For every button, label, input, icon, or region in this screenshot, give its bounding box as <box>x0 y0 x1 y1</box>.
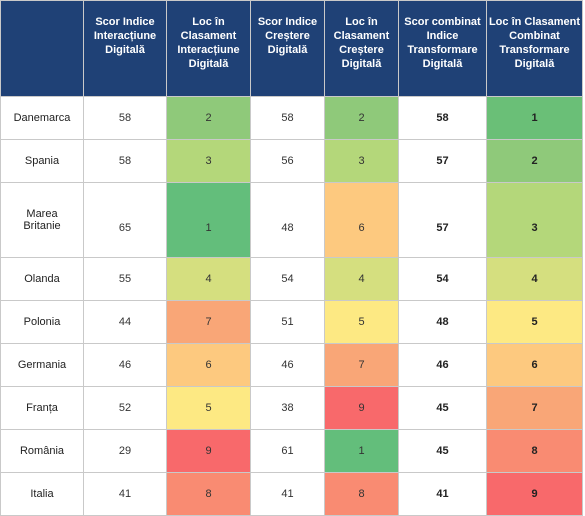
loc-combinat-cell: 9 <box>486 472 583 516</box>
country-cell: România <box>0 429 84 473</box>
scor-interactiune-cell: 44 <box>83 300 167 344</box>
scor-combinat-cell: 45 <box>398 429 487 473</box>
loc-crestere-cell: 8 <box>324 472 399 516</box>
table-row: Olanda 55 4 54 4 54 4 <box>0 257 583 301</box>
header-country <box>0 0 84 97</box>
scor-crestere-cell: 46 <box>250 343 325 387</box>
scor-interactiune-cell: 65 <box>83 182 167 258</box>
scor-crestere-cell: 58 <box>250 96 325 140</box>
loc-crestere-cell: 9 <box>324 386 399 430</box>
loc-crestere-cell: 3 <box>324 139 399 183</box>
country-cell: Polonia <box>0 300 84 344</box>
header-scor-crestere: Scor Indice Creștere Digitală <box>250 0 325 97</box>
table-row: Marea Britanie 65 1 48 6 57 3 <box>0 182 583 258</box>
loc-combinat-cell: 6 <box>486 343 583 387</box>
scor-crestere-cell: 56 <box>250 139 325 183</box>
header-loc-crestere: Loc în Clasament Creștere Digitală <box>324 0 399 97</box>
loc-combinat-cell: 3 <box>486 182 583 258</box>
loc-combinat-cell: 5 <box>486 300 583 344</box>
scor-crestere-cell: 51 <box>250 300 325 344</box>
scor-crestere-cell: 61 <box>250 429 325 473</box>
country-cell: Franța <box>0 386 84 430</box>
loc-interactiune-cell: 4 <box>166 257 251 301</box>
scor-interactiune-cell: 58 <box>83 139 167 183</box>
table-row: România 29 9 61 1 45 8 <box>0 429 583 473</box>
loc-interactiune-cell: 3 <box>166 139 251 183</box>
loc-interactiune-cell: 9 <box>166 429 251 473</box>
country-cell: Olanda <box>0 257 84 301</box>
loc-interactiune-cell: 7 <box>166 300 251 344</box>
loc-interactiune-cell: 6 <box>166 343 251 387</box>
loc-interactiune-cell: 8 <box>166 472 251 516</box>
table-row: Danemarca 58 2 58 2 58 1 <box>0 96 583 140</box>
loc-combinat-cell: 8 <box>486 429 583 473</box>
scor-crestere-cell: 41 <box>250 472 325 516</box>
country-cell: Germania <box>0 343 84 387</box>
scor-combinat-cell: 54 <box>398 257 487 301</box>
header-scor-interactiune: Scor Indice Interacțiune Digitală <box>83 0 167 97</box>
scor-combinat-cell: 46 <box>398 343 487 387</box>
scor-interactiune-cell: 29 <box>83 429 167 473</box>
loc-interactiune-cell: 2 <box>166 96 251 140</box>
scor-crestere-cell: 54 <box>250 257 325 301</box>
scor-combinat-cell: 57 <box>398 139 487 183</box>
loc-crestere-cell: 5 <box>324 300 399 344</box>
scor-combinat-cell: 57 <box>398 182 487 258</box>
country-cell: Spania <box>0 139 84 183</box>
scor-combinat-cell: 41 <box>398 472 487 516</box>
country-cell: Marea Britanie <box>0 182 84 258</box>
header-loc-combinat: Loc în Clasament Combinat Transformare D… <box>486 0 583 97</box>
scor-combinat-cell: 45 <box>398 386 487 430</box>
table-row: Germania 46 6 46 7 46 6 <box>0 343 583 387</box>
table-row: Spania 58 3 56 3 57 2 <box>0 139 583 183</box>
loc-combinat-cell: 1 <box>486 96 583 140</box>
loc-combinat-cell: 7 <box>486 386 583 430</box>
scor-interactiune-cell: 55 <box>83 257 167 301</box>
loc-crestere-cell: 1 <box>324 429 399 473</box>
scor-crestere-cell: 38 <box>250 386 325 430</box>
loc-crestere-cell: 7 <box>324 343 399 387</box>
loc-crestere-cell: 6 <box>324 182 399 258</box>
loc-combinat-cell: 2 <box>486 139 583 183</box>
scor-interactiune-cell: 46 <box>83 343 167 387</box>
scor-interactiune-cell: 52 <box>83 386 167 430</box>
table-row: Franța 52 5 38 9 45 7 <box>0 386 583 430</box>
table-row: Polonia 44 7 51 5 48 5 <box>0 300 583 344</box>
scor-interactiune-cell: 41 <box>83 472 167 516</box>
loc-interactiune-cell: 1 <box>166 182 251 258</box>
country-cell: Italia <box>0 472 84 516</box>
header-scor-combinat: Scor combinat Indice Transformare Digita… <box>398 0 487 97</box>
loc-interactiune-cell: 5 <box>166 386 251 430</box>
header-row: Scor Indice Interacțiune Digitală Loc în… <box>0 0 583 97</box>
country-label: Marea Britanie <box>23 208 61 232</box>
loc-combinat-cell: 4 <box>486 257 583 301</box>
header-loc-interactiune: Loc în Clasament Interacțiune Digitală <box>166 0 251 97</box>
scor-crestere-cell: 48 <box>250 182 325 258</box>
scor-combinat-cell: 48 <box>398 300 487 344</box>
table-row: Italia 41 8 41 8 41 9 <box>0 472 583 516</box>
scor-interactiune-cell: 58 <box>83 96 167 140</box>
scor-combinat-cell: 58 <box>398 96 487 140</box>
country-cell: Danemarca <box>0 96 84 140</box>
loc-crestere-cell: 4 <box>324 257 399 301</box>
loc-crestere-cell: 2 <box>324 96 399 140</box>
